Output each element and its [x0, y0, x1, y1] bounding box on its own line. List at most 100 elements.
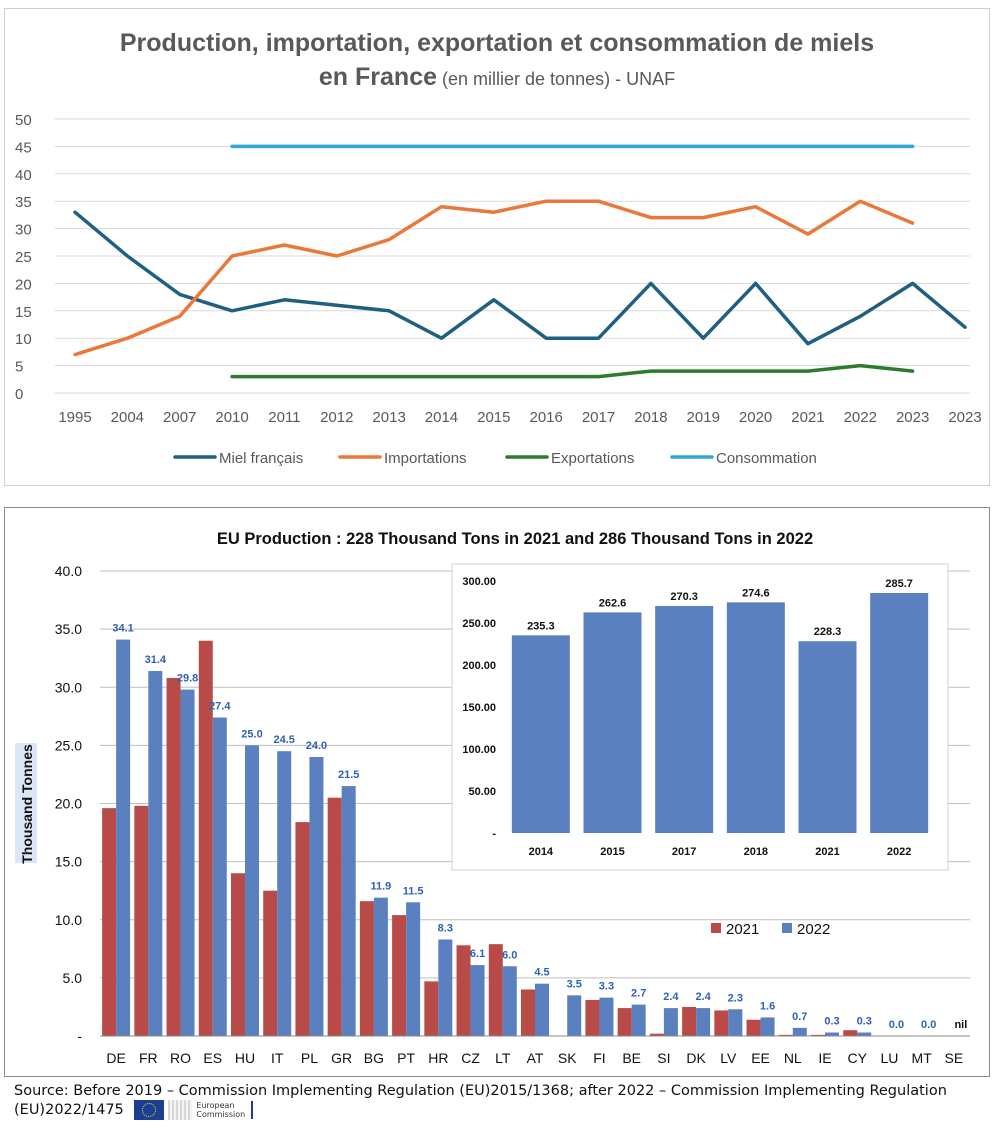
inset-x-tick-label: 2014 [529, 846, 554, 858]
y-tick-label: 25.0 [55, 737, 82, 753]
x-tick-label: EE [751, 1050, 770, 1066]
x-tick-label: BE [622, 1050, 641, 1066]
y-axis-label: Thousand Tonnes [19, 744, 35, 864]
y-tick-label: 35.0 [55, 621, 82, 637]
x-tick-label: 2022 [844, 409, 877, 426]
bar-value-label: 31.4 [145, 654, 167, 666]
y-tick-label: 10.0 [55, 912, 82, 928]
bar-2022 [631, 1004, 646, 1036]
x-tick-label: 2019 [687, 409, 720, 426]
bar-2021 [746, 1019, 761, 1036]
bar-2021 [585, 999, 600, 1036]
x-tick-label: MT [912, 1050, 933, 1066]
x-tick-label: IT [271, 1050, 284, 1066]
bar-2021 [198, 640, 213, 1036]
legend-label-2021: 2021 [726, 921, 759, 938]
x-tick-label: 2016 [529, 409, 562, 426]
x-tick-label: 2012 [320, 409, 353, 426]
bar-2021 [521, 989, 535, 1036]
bar-2021 [488, 944, 503, 1036]
x-tick-label: FR [139, 1050, 158, 1066]
european-commission-logo: European Commission [134, 1100, 254, 1120]
bar-2021 [456, 945, 471, 1036]
source-text: Source: Before 2019 – Commission Impleme… [14, 1083, 947, 1118]
bar-chart-panel: EU Production : 228 Thousand Tons in 202… [4, 507, 990, 1077]
bar-value-label: 0.0 [921, 1019, 936, 1031]
legend-label: Miel français [219, 450, 303, 467]
legend-swatch-2022 [782, 923, 792, 933]
x-tick-label: PT [397, 1050, 415, 1066]
bar-2022 [535, 983, 549, 1036]
inset-x-tick-label: 2018 [744, 846, 768, 858]
y-tick-label: 40 [15, 167, 32, 184]
bar-2022 [728, 1009, 743, 1036]
y-tick-label: 45 [15, 139, 32, 156]
inset-bar [655, 605, 714, 833]
inset-bar [511, 635, 570, 833]
bar-2022 [212, 717, 227, 1036]
bar-2021 [682, 1006, 697, 1036]
bar-2021 [327, 797, 342, 1036]
bar-2022 [663, 1008, 678, 1036]
y-axis-label-highlight [15, 743, 37, 863]
x-tick-label: CY [847, 1050, 867, 1066]
x-tick-label: RO [170, 1050, 191, 1066]
bar-2022 [438, 939, 453, 1036]
series-line-0 [73, 210, 967, 346]
bar-2021 [359, 901, 374, 1036]
inset-bar [726, 602, 785, 833]
bar-2022 [116, 639, 131, 1036]
x-tick-label: SK [558, 1050, 577, 1066]
bar-value-label: 2.4 [663, 991, 679, 1003]
bar-2021 [295, 822, 310, 1036]
y-tick-label: 30.0 [55, 679, 82, 695]
x-tick-label: LT [495, 1050, 511, 1066]
bar-value-label: 34.1 [112, 623, 133, 635]
logo-line-2: Commission [196, 1110, 246, 1119]
x-tick-label: 2020 [739, 409, 772, 426]
title-rest-part: (en millier de tonnes) - UNAF [437, 69, 675, 89]
legend-swatch-2021 [711, 923, 721, 933]
bar-2022 [470, 965, 485, 1036]
y-tick-label: 0 [15, 386, 23, 403]
x-tick-label: HR [428, 1050, 448, 1066]
y-tick-label: 10 [15, 331, 32, 348]
inset-bar-value-label: 228.3 [814, 626, 842, 638]
bar-value-label: 0.7 [792, 1011, 807, 1023]
bar-2022 [341, 786, 356, 1036]
bar-value-label: nil [954, 1019, 967, 1031]
bar-2021 [811, 1034, 825, 1036]
x-tick-label: GR [331, 1050, 352, 1066]
bar-value-label: 6.0 [502, 949, 517, 961]
bar-value-label: 25.0 [241, 728, 262, 740]
y-tick-label: 35 [15, 194, 32, 211]
bar-2022 [502, 966, 517, 1036]
y-tick-label: 20.0 [55, 796, 82, 812]
line-chart-panel: Production, importation, exportation et … [4, 8, 990, 486]
x-tick-label: LU [880, 1050, 898, 1066]
y-tick-label: 25 [15, 249, 32, 266]
bar-2022 [599, 997, 614, 1036]
inset-bar-value-label: 270.3 [670, 591, 698, 603]
bar-2022 [567, 995, 582, 1036]
bar-value-label: 24.5 [274, 734, 295, 746]
inset-bar-value-label: 235.3 [527, 620, 555, 632]
inset-y-tick-label: 100.00 [462, 744, 496, 756]
inset-x-tick-label: 2021 [815, 846, 839, 858]
bar-value-label: 8.3 [438, 923, 453, 935]
x-tick-label: AT [527, 1050, 544, 1066]
bar-value-label: 29.8 [177, 673, 198, 685]
inset-bar [583, 612, 642, 833]
x-tick-label: 2023 [896, 409, 929, 426]
bar-value-label: 3.3 [599, 981, 614, 993]
inset-y-tick-label: 250.00 [462, 618, 496, 630]
x-tick-label: DK [686, 1050, 706, 1066]
x-tick-label: 2004 [111, 409, 144, 426]
x-tick-label: HU [235, 1050, 255, 1066]
eu-flag-icon [134, 1100, 165, 1120]
bar-value-label: 1.6 [760, 1000, 775, 1012]
legend-label-2022: 2022 [797, 921, 830, 938]
bar-2022 [792, 1027, 807, 1036]
inset-y-tick-label: 300.00 [462, 576, 496, 588]
bar-2022 [180, 689, 195, 1036]
